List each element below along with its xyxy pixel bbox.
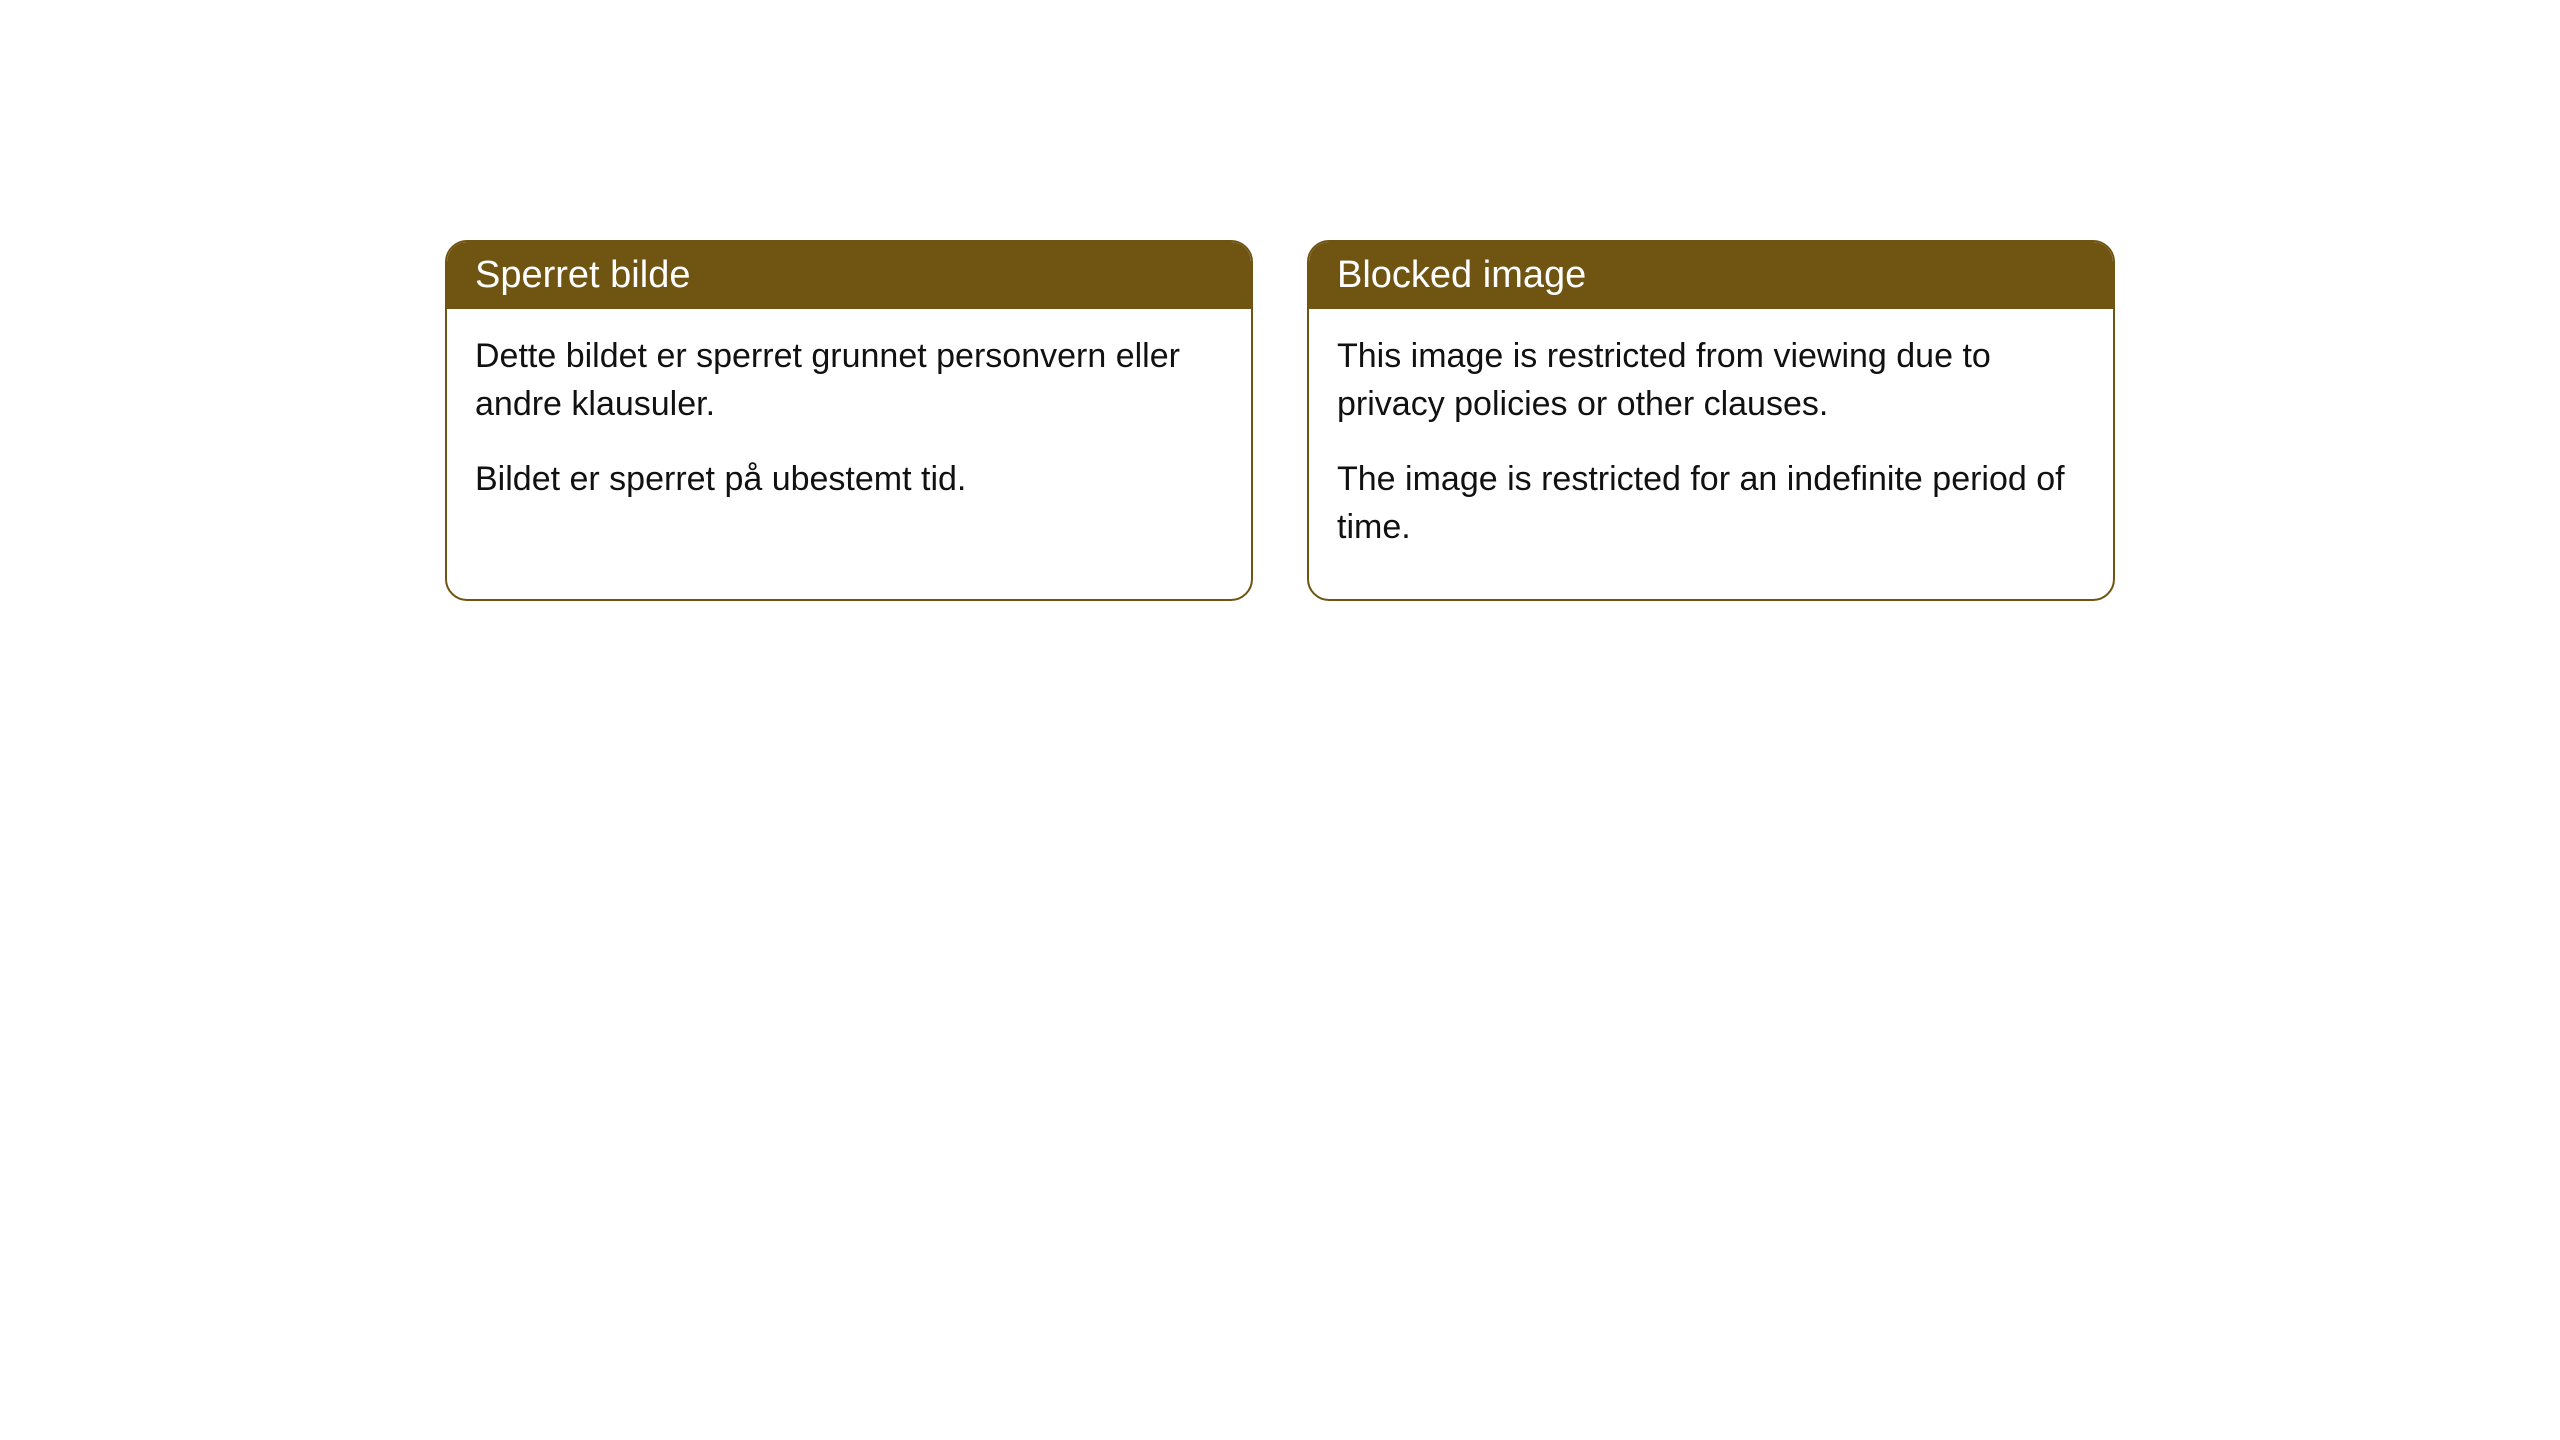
card-title: Sperret bilde <box>475 254 690 296</box>
card-paragraph: The image is restricted for an indefinit… <box>1337 456 2085 551</box>
card-paragraph: Dette bildet er sperret grunnet personve… <box>475 333 1223 428</box>
card-body: This image is restricted from viewing du… <box>1309 309 2113 599</box>
card-header: Blocked image <box>1309 242 2113 309</box>
card-title: Blocked image <box>1337 254 1586 296</box>
card-paragraph: Bildet er sperret på ubestemt tid. <box>475 456 1223 504</box>
notice-card-english: Blocked image This image is restricted f… <box>1307 240 2115 601</box>
notice-cards-container: Sperret bilde Dette bildet er sperret gr… <box>445 240 2115 601</box>
card-body: Dette bildet er sperret grunnet personve… <box>447 309 1251 552</box>
notice-card-norwegian: Sperret bilde Dette bildet er sperret gr… <box>445 240 1253 601</box>
card-paragraph: This image is restricted from viewing du… <box>1337 333 2085 428</box>
card-header: Sperret bilde <box>447 242 1251 309</box>
